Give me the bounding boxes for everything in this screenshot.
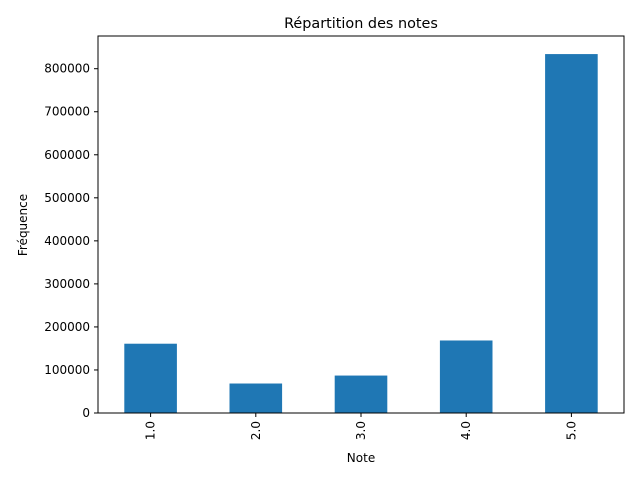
- x-tick-label: 1.0: [144, 421, 158, 440]
- x-tick-label: 4.0: [459, 421, 473, 440]
- y-axis-label: Fréquence: [16, 194, 30, 256]
- y-tick-label: 200000: [44, 320, 90, 334]
- y-tick-label: 600000: [44, 148, 90, 162]
- y-tick-label: 500000: [44, 191, 90, 205]
- y-tick-label: 100000: [44, 363, 90, 377]
- y-tick-label: 700000: [44, 105, 90, 119]
- y-tick-label: 300000: [44, 277, 90, 291]
- y-tick-label: 800000: [44, 62, 90, 76]
- x-tick-label: 2.0: [249, 421, 263, 440]
- x-axis-label: Note: [347, 451, 375, 465]
- x-axis-ticks: 1.0 2.0 3.0 4.0 5.0: [144, 413, 578, 440]
- y-tick-label: 400000: [44, 234, 90, 248]
- y-axis-ticks: 0 100000 200000 300000 400000 500000 600000 700…: [44, 62, 98, 420]
- bar-series: [124, 54, 598, 413]
- chart-title: Répartition des notes: [284, 16, 438, 32]
- bar-4-0: [439, 340, 493, 413]
- x-tick-label: 5.0: [564, 421, 578, 440]
- bar-3-0: [334, 375, 388, 413]
- x-tick-label: 3.0: [354, 421, 368, 440]
- y-tick-label: 0: [82, 406, 90, 420]
- bar-2-0: [229, 383, 283, 413]
- bar-1-0: [124, 343, 177, 413]
- bar-5-0: [545, 54, 598, 413]
